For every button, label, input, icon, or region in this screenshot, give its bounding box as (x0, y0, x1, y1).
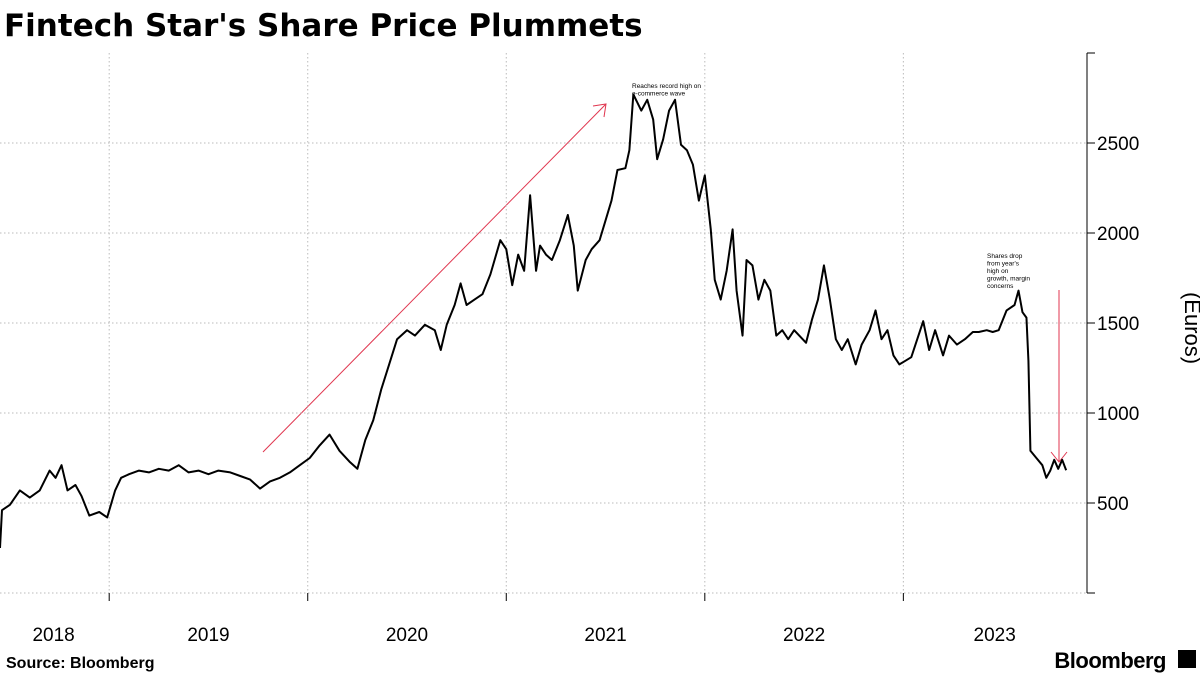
annotation-line: Reaches record high on (632, 83, 701, 90)
annotation-line: from year's (987, 261, 1020, 268)
last-value-label: 681.80 (1102, 0, 1163, 5)
annotation-line: high on (987, 268, 1009, 275)
x-tick-label: 2020 (386, 625, 428, 646)
y-tick-label: 2500 (1097, 134, 1139, 155)
annotation: Shares drop from year's high on growth, mar… (987, 253, 1030, 290)
brand-logo: Bloomberg (1054, 648, 1166, 673)
y-tick-label: 2000 (1097, 224, 1139, 245)
annotation-line: concerns (987, 283, 1014, 290)
x-tick-label: 2019 (187, 625, 229, 646)
x-tick-label: 2023 (974, 625, 1016, 646)
annotation-line: growth, margin (987, 276, 1030, 283)
annotation-line: Shares drop (987, 253, 1023, 260)
annotation-arrows (262, 103, 1068, 463)
arrow-head (592, 103, 607, 118)
y-tick-label: 1000 (1097, 404, 1139, 425)
x-tick-label: 2022 (783, 625, 825, 646)
arrow (262, 103, 607, 453)
annotation: Reaches record high on e-commerce wave (632, 83, 701, 98)
annotation-line: e-commerce wave (632, 91, 685, 98)
y-tick-label: 500 (1097, 494, 1129, 515)
arrow-head (1050, 451, 1068, 463)
x-tick-label: 2018 (32, 625, 74, 646)
brand-icon (1178, 650, 1196, 668)
y-tick-label: 1500 (1097, 314, 1139, 335)
chart-title: Fintech Star's Share Price Plummets (4, 8, 643, 44)
source: Source: Bloomberg (6, 655, 154, 672)
price-line (0, 93, 1068, 549)
y-axis-label: (Euros) (1180, 292, 1200, 364)
x-tick-label: 2021 (584, 625, 626, 646)
